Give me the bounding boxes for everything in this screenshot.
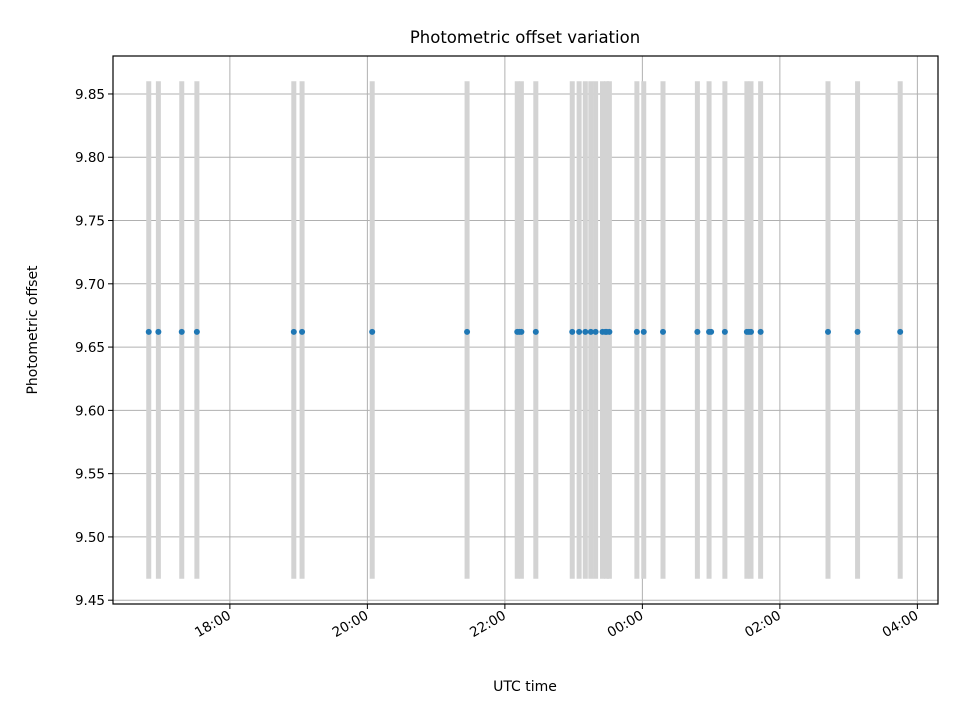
y-tick-label: 9.85 xyxy=(75,87,105,103)
chart-title: Photometric offset variation xyxy=(410,28,640,47)
plot-frame xyxy=(112,55,939,605)
y-axis-label: Photometric offset xyxy=(25,265,41,395)
data-point xyxy=(825,328,831,335)
data-point xyxy=(193,328,200,335)
point-group xyxy=(145,328,904,335)
data-point xyxy=(464,328,471,335)
data-point xyxy=(854,328,861,335)
data-point xyxy=(640,328,647,335)
data-point xyxy=(748,328,754,335)
data-point xyxy=(290,328,297,335)
data-point xyxy=(587,328,594,335)
y-tick-label: 9.80 xyxy=(75,150,105,166)
y-tick-label: 9.65 xyxy=(75,340,105,356)
data-point xyxy=(633,328,640,335)
data-point xyxy=(582,328,589,335)
y-tick-label: 9.60 xyxy=(75,403,105,419)
data-point xyxy=(178,328,185,335)
data-point xyxy=(576,328,583,335)
y-axis-ticks: 9.45 9.50 9.55 9.60 9.65 9.70 9.75 9.80 9.85 xyxy=(75,87,113,609)
data-point xyxy=(660,328,666,335)
data-point xyxy=(518,328,525,335)
data-point xyxy=(757,328,764,335)
data-point xyxy=(532,328,539,335)
data-point xyxy=(145,328,152,335)
y-tick-label: 9.50 xyxy=(75,530,105,546)
data-point xyxy=(155,328,162,335)
y-tick-label: 9.70 xyxy=(75,277,105,293)
data-point xyxy=(897,328,904,335)
data-point xyxy=(369,328,376,335)
data-point xyxy=(694,328,701,335)
y-tick-label: 9.45 xyxy=(75,593,105,609)
y-tick-label: 9.75 xyxy=(75,214,105,230)
data-point xyxy=(708,328,715,335)
data-point xyxy=(299,328,306,335)
y-tick-label: 9.55 xyxy=(75,467,105,483)
x-axis-label: UTC time xyxy=(493,679,557,695)
data-point xyxy=(569,328,576,335)
data-point xyxy=(606,328,613,335)
data-point xyxy=(592,328,599,335)
data-point xyxy=(721,328,728,335)
